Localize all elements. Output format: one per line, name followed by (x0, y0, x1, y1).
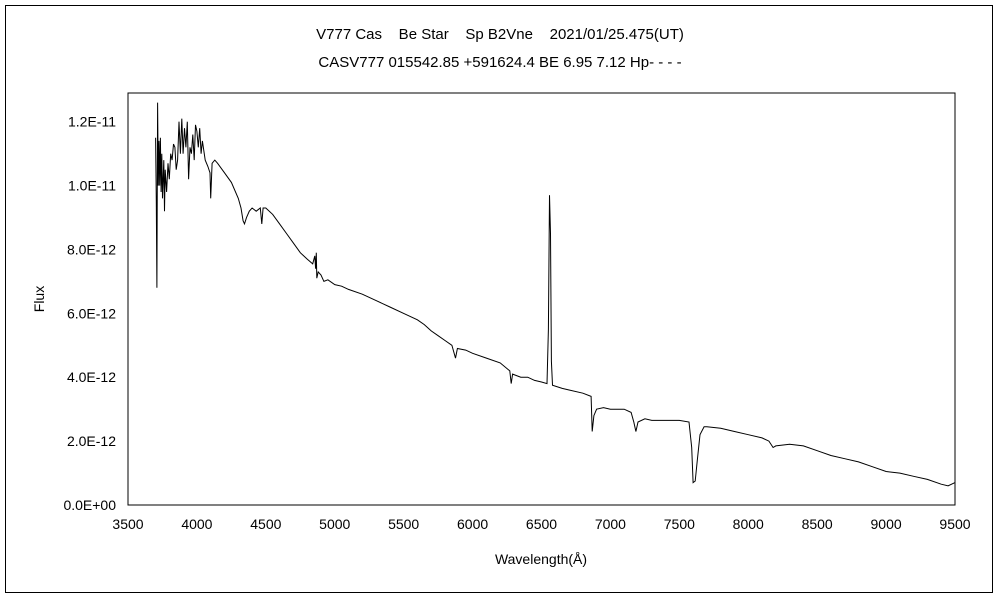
y-tick-label: 0.0E+00 (63, 497, 116, 513)
y-tick-label: 4.0E-12 (67, 369, 116, 385)
x-tick-label: 7000 (595, 516, 626, 532)
chart-title: V777 Cas Be Star Sp B2Vne 2021/01/25.475… (316, 26, 684, 43)
y-tick-label: 1.0E-11 (68, 178, 116, 194)
x-axis-label: Wavelength(Å) (495, 551, 587, 567)
chart-frame (5, 5, 993, 593)
x-tick-label: 6000 (457, 516, 488, 532)
y-axis-label: Flux (31, 286, 47, 312)
plot-area (127, 92, 956, 506)
x-tick-label: 6500 (526, 516, 557, 532)
x-tick-label: 8500 (802, 516, 833, 532)
y-tick-label: 2.0E-12 (67, 433, 116, 449)
chart-subtitle: CASV777 015542.85 +591624.4 BE 6.95 7.12… (318, 54, 682, 71)
x-tick-label: 4500 (250, 516, 281, 532)
y-tick-label: 1.2E-11 (68, 114, 116, 130)
x-tick-label: 8000 (733, 516, 764, 532)
spectrum-line (155, 102, 956, 487)
x-tick-label: 4000 (181, 516, 212, 532)
y-tick-label: 8.0E-12 (67, 241, 116, 257)
x-tick-label: 5000 (319, 516, 350, 532)
y-tick-label: 6.0E-12 (67, 305, 116, 321)
x-tick-label: 9500 (939, 516, 970, 532)
x-tick-label: 9000 (871, 516, 902, 532)
x-tick-label: 3500 (112, 516, 143, 532)
x-tick-label: 5500 (388, 516, 419, 532)
x-tick-label: 7500 (664, 516, 695, 532)
